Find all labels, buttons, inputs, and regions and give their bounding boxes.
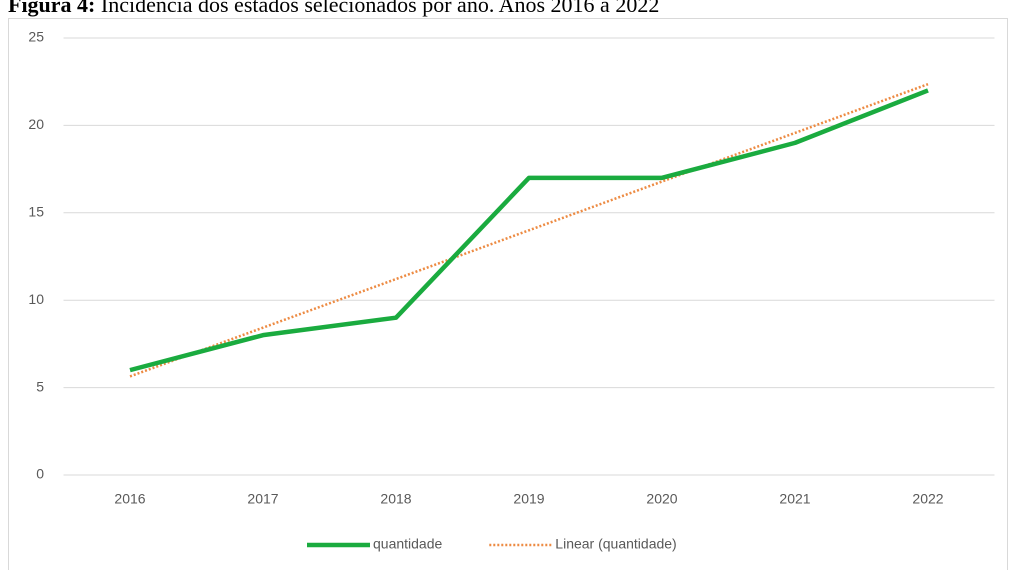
title-text: Incidência dos estados selecionados por …: [101, 0, 659, 17]
chart-title: Figura 4: Incidência dos estados selecio…: [8, 0, 659, 17]
x-tick-label: 2021: [779, 491, 810, 507]
y-tick-label: 0: [36, 466, 44, 482]
legend-label: quantidade: [373, 536, 443, 552]
series-line: [129, 88, 929, 373]
y-tick-label: 15: [28, 204, 44, 220]
legend-label: Linear (quantidade): [555, 536, 676, 552]
x-tick-label: 2016: [114, 491, 145, 507]
y-tick-label: 10: [28, 291, 44, 307]
y-tick-label: 20: [28, 116, 44, 132]
x-tick-label: 2020: [646, 491, 677, 507]
y-tick-label: 25: [28, 29, 44, 45]
x-tick-label: 2017: [247, 491, 278, 507]
series-line: [129, 82, 929, 378]
y-tick-label: 5: [36, 378, 44, 394]
x-tick-label: 2019: [513, 491, 544, 507]
x-tick-label: 2022: [912, 491, 943, 507]
x-tick-label: 2018: [380, 491, 411, 507]
title-label: Figura 4:: [8, 0, 95, 17]
chart-border: [8, 18, 1008, 570]
